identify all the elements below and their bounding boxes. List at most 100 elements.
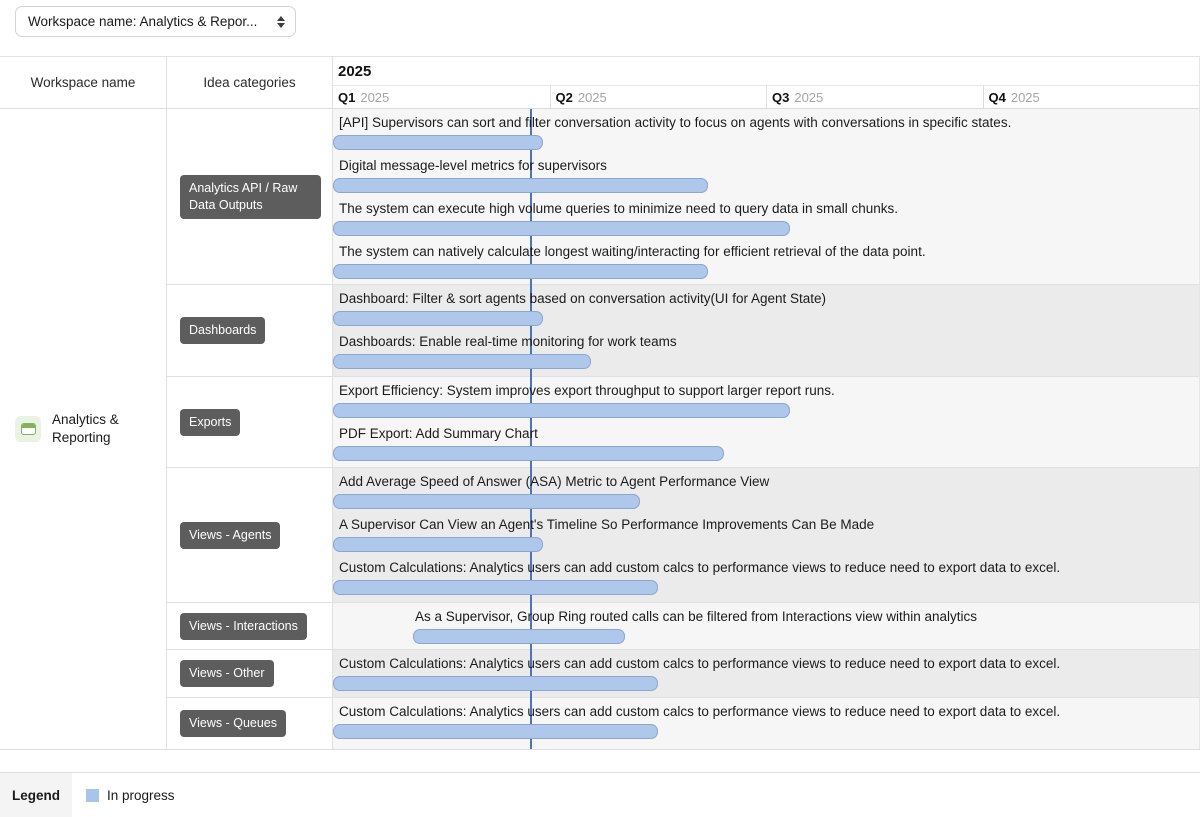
quarter-band: Q1 2025 Q2 2025 Q3 2025 Q4 2025 [333, 86, 1199, 108]
quarter-q3: Q3 2025 [766, 86, 983, 108]
item-title[interactable]: [API] Supervisors can sort and filter co… [339, 115, 1012, 130]
category-cell: Views - Agents [167, 467, 333, 602]
item-bar-track [333, 580, 1199, 595]
quarter-q1: Q1 2025 [333, 86, 550, 108]
item-bar-track [333, 446, 1199, 461]
timeline-cell: As a Supervisor, Group Ring routed calls… [333, 602, 1200, 649]
workspace-cell: Analytics & Reporting [0, 109, 167, 749]
item-bar-track [333, 494, 1199, 509]
workspace-column-label: Workspace name [30, 75, 136, 90]
item-progress-bar[interactable] [333, 537, 543, 552]
item-progress-bar[interactable] [413, 629, 625, 644]
legend-item-label: In progress [107, 787, 175, 803]
toolbar: Workspace name: Analytics & Repor... [0, 0, 1200, 57]
item-progress-bar[interactable] [333, 264, 708, 279]
category-chip-label: Views - Queues [189, 716, 278, 730]
roadmap-item: The system can execute high volume queri… [333, 197, 1199, 240]
roadmap-item: Custom Calculations: Analytics users can… [333, 556, 1199, 599]
category-cell: Analytics API / Raw Data Outputs [167, 109, 333, 284]
footer-gap [0, 750, 1200, 772]
item-bar-track [333, 676, 1199, 691]
item-title[interactable]: Digital message-level metrics for superv… [339, 158, 607, 173]
roadmap-item: [API] Supervisors can sort and filter co… [333, 111, 1199, 154]
quarter-year: 2025 [794, 89, 824, 105]
item-progress-bar[interactable] [333, 221, 790, 236]
category-cell: Views - Queues [167, 697, 333, 749]
today-line [530, 109, 532, 749]
item-title[interactable]: The system can execute high volume queri… [339, 201, 899, 216]
category-cell: Exports [167, 376, 333, 467]
category-chip-label: Exports [189, 414, 232, 429]
workspace-selector[interactable]: Workspace name: Analytics & Repor... [15, 6, 296, 37]
item-bar-track [333, 724, 1199, 739]
item-title[interactable]: The system can natively calculate longes… [339, 244, 926, 259]
category-chip[interactable]: Dashboards [180, 317, 266, 344]
category-chip[interactable]: Views - Interactions [180, 612, 307, 640]
item-progress-bar[interactable] [333, 446, 724, 461]
roadmap-item: Dashboard: Filter & sort agents based on… [333, 287, 1199, 330]
legend-title-box: Legend [0, 773, 72, 817]
item-bar-track [333, 221, 1199, 236]
category-chip[interactable]: Views - Queues [180, 710, 287, 737]
roadmap-item: Export Efficiency: System improves expor… [333, 379, 1199, 422]
category-chip[interactable]: Analytics API / Raw Data Outputs [180, 174, 321, 219]
roadmap-item: The system can natively calculate longes… [333, 240, 1199, 283]
roadmap-item: Custom Calculations: Analytics users can… [333, 700, 1199, 743]
workspace-window-icon [15, 416, 41, 442]
roadmap-grid: Workspace name Idea categories 2025 Q1 2… [0, 57, 1200, 750]
timeline-cell: Export Efficiency: System improves expor… [333, 376, 1200, 467]
category-chip-label: Dashboards [189, 323, 257, 337]
roadmap-item: Add Average Speed of Answer (ASA) Metric… [333, 470, 1199, 513]
category-chip-label: Views - Interactions [189, 618, 298, 633]
item-title[interactable]: Dashboard: Filter & sort agents based on… [339, 291, 826, 306]
category-cell: Views - Interactions [167, 602, 333, 649]
item-title[interactable]: As a Supervisor, Group Ring routed calls… [415, 609, 978, 624]
legend-title: Legend [11, 787, 60, 803]
workspace-selector-label: Workspace name: Analytics & Repor... [28, 14, 258, 29]
legend-bar: Legend In progress [0, 772, 1200, 817]
item-title[interactable]: Custom Calculations: Analytics users can… [339, 560, 1061, 575]
item-title[interactable]: Dashboards: Enable real-time monitoring … [339, 334, 677, 349]
item-progress-bar[interactable] [333, 354, 591, 369]
item-bar-track [333, 264, 1199, 279]
item-title[interactable]: PDF Export: Add Summary Chart [339, 426, 538, 441]
item-progress-bar[interactable] [333, 724, 658, 739]
category-chip[interactable]: Views - Agents [180, 521, 281, 549]
item-bar-track [333, 354, 1199, 369]
item-progress-bar[interactable] [333, 580, 658, 595]
timeline-cell: [API] Supervisors can sort and filter co… [333, 109, 1200, 284]
category-cell: Dashboards [167, 284, 333, 376]
timeline-cell: Dashboard: Filter & sort agents based on… [333, 284, 1200, 376]
legend-items: In progress [72, 773, 175, 817]
category-chip-label: Analytics API / Raw Data Outputs [189, 180, 298, 212]
timeline-cell: Custom Calculations: Analytics users can… [333, 697, 1200, 749]
category-chip-label: Views - Other [189, 666, 265, 680]
item-title[interactable]: Add Average Speed of Answer (ASA) Metric… [339, 474, 770, 489]
roadmap-item: Digital message-level metrics for superv… [333, 154, 1199, 197]
item-progress-bar[interactable] [333, 676, 658, 691]
item-bar-track [333, 311, 1199, 326]
item-title[interactable]: Custom Calculations: Analytics users can… [339, 656, 1061, 671]
category-chip[interactable]: Views - Other [180, 660, 274, 687]
item-bar-track [333, 178, 1199, 193]
item-progress-bar[interactable] [333, 135, 543, 150]
item-bar-track [333, 629, 1199, 644]
roadmap-item: As a Supervisor, Group Ring routed calls… [333, 605, 1199, 648]
item-title[interactable]: Export Efficiency: System improves expor… [339, 383, 835, 398]
timeline-header: 2025 Q1 2025 Q2 2025 Q3 2025 Q4 2025 [333, 57, 1200, 109]
item-progress-bar[interactable] [333, 178, 708, 193]
roadmap-item: A Supervisor Can View an Agent's Timelin… [333, 513, 1199, 556]
item-progress-bar[interactable] [333, 311, 543, 326]
quarter-year: 2025 [577, 89, 607, 105]
item-title[interactable]: A Supervisor Can View an Agent's Timelin… [339, 517, 875, 532]
item-title[interactable]: Custom Calculations: Analytics users can… [339, 704, 1061, 719]
category-chip-label: Views - Agents [189, 527, 272, 542]
item-bar-track [333, 537, 1199, 552]
item-progress-bar[interactable] [333, 403, 790, 418]
quarter-year: 2025 [1010, 89, 1040, 105]
roadmap-item: Custom Calculations: Analytics users can… [333, 652, 1199, 695]
roadmap-item: Dashboards: Enable real-time monitoring … [333, 330, 1199, 373]
workspace-name[interactable]: Analytics & Reporting [52, 412, 119, 445]
item-progress-bar[interactable] [333, 494, 640, 509]
category-chip[interactable]: Exports [180, 408, 241, 436]
